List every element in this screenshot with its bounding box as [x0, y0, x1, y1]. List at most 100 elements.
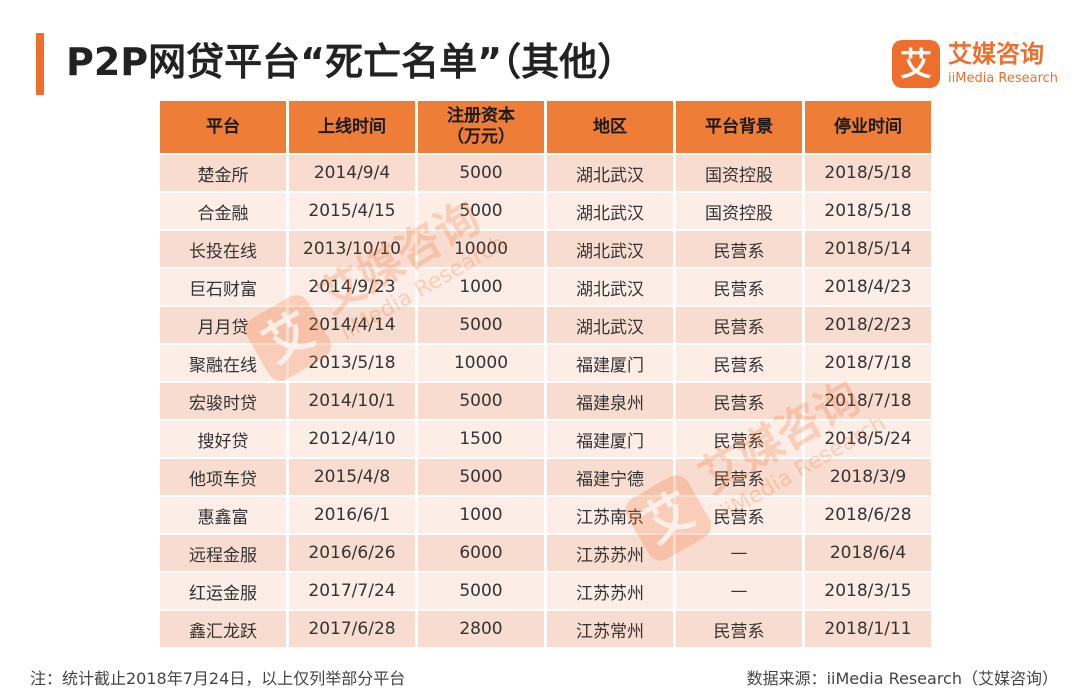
table-cell: 宏骏时贷: [160, 383, 286, 419]
table-cell: 2018/5/24: [805, 421, 931, 457]
table-cell: 5000: [418, 383, 544, 419]
table-cell: 5000: [418, 155, 544, 191]
table-cell: 10000: [418, 345, 544, 381]
table-cell: 1000: [418, 269, 544, 305]
page-title: P2P网贷平台“死亡名单”（其他）: [66, 40, 636, 84]
table-cell: 民营系: [676, 497, 802, 533]
table-cell: 江苏苏州: [547, 573, 673, 609]
table-cell: 楚金所: [160, 155, 286, 191]
table-cell: 5000: [418, 459, 544, 495]
table-cell: 2018/5/14: [805, 231, 931, 267]
table-cell: 2018/1/11: [805, 611, 931, 647]
table-cell: 5000: [418, 307, 544, 343]
table-cell: 福建宁德: [547, 459, 673, 495]
table-row: 楚金所 2014/9/4 5000 湖北武汉 国资控股 2018/5/18: [160, 155, 931, 191]
table-cell: 惠鑫富: [160, 497, 286, 533]
table-row: 他项车贷 2015/4/8 5000 福建宁德 民营系 2018/3/9: [160, 459, 931, 495]
table-cell: 民营系: [676, 611, 802, 647]
table-row: 合金融 2015/4/15 5000 湖北武汉 国资控股 2018/5/18: [160, 193, 931, 229]
table-cell: 民营系: [676, 421, 802, 457]
table-cell: 2016/6/26: [289, 535, 415, 571]
table-cell: 2018/5/18: [805, 155, 931, 191]
table-cell: 2014/9/23: [289, 269, 415, 305]
table-cell: 长投在线: [160, 231, 286, 267]
table-cell: 福建厦门: [547, 421, 673, 457]
table-cell: 湖北武汉: [547, 307, 673, 343]
table-cell: 2800: [418, 611, 544, 647]
table-cell: 搜好贷: [160, 421, 286, 457]
table-cell: 聚融在线: [160, 345, 286, 381]
logo-en-text: iiMedia Research: [948, 71, 1059, 86]
table-cell: 江苏常州: [547, 611, 673, 647]
table-row: 巨石财富 2014/9/23 1000 湖北武汉 民营系 2018/4/23: [160, 269, 931, 305]
table-cell: 月月贷: [160, 307, 286, 343]
table-cell: 民营系: [676, 269, 802, 305]
table-row: 宏骏时贷 2014/10/1 5000 福建泉州 民营系 2018/7/18: [160, 383, 931, 419]
table-cell: 2014/9/4: [289, 155, 415, 191]
table-cell: 江苏南京: [547, 497, 673, 533]
column-header: 平台: [160, 101, 286, 153]
table-cell: 2018/5/18: [805, 193, 931, 229]
table-cell: 民营系: [676, 459, 802, 495]
table-cell: 2018/7/18: [805, 345, 931, 381]
table-cell: 福建泉州: [547, 383, 673, 419]
table-cell: 民营系: [676, 231, 802, 267]
column-header: 地区: [547, 101, 673, 153]
table-row: 搜好贷 2012/4/10 1500 福建厦门 民营系 2018/5/24: [160, 421, 931, 457]
footnote: 注：统计截止2018年7月24日，以上仅列举部分平台: [30, 669, 406, 688]
table-header-row: 平台 上线时间 注册资本 （万元） 地区 平台背景 停业时间: [160, 101, 931, 153]
table-cell: 10000: [418, 231, 544, 267]
table-cell: 2018/2/23: [805, 307, 931, 343]
data-source: 数据来源：iiMedia Research（艾媒咨询）: [746, 669, 1058, 688]
table-cell: 民营系: [676, 307, 802, 343]
table-cell: —: [676, 535, 802, 571]
table-cell: 2018/3/15: [805, 573, 931, 609]
table-cell: 福建厦门: [547, 345, 673, 381]
table-cell: 2014/4/14: [289, 307, 415, 343]
column-header: 注册资本 （万元）: [418, 101, 544, 153]
table-row: 红运金服 2017/7/24 5000 江苏苏州 —2018/3/15: [160, 573, 931, 609]
table-cell: 2015/4/15: [289, 193, 415, 229]
table-cell: 湖北武汉: [547, 231, 673, 267]
table-row: 聚融在线 2013/5/18 10000 福建厦门 民营系 2018/7/18: [160, 345, 931, 381]
table-cell: 鑫汇龙跃: [160, 611, 286, 647]
table-cell: 2017/6/28: [289, 611, 415, 647]
table-row: 惠鑫富 2016/6/1 1000 江苏南京 民营系 2018/6/28: [160, 497, 931, 533]
table-cell: 5000: [418, 193, 544, 229]
brand-logo: 艾 艾媒咨询 iiMedia Research: [892, 40, 1068, 94]
table-row: 远程金服 2016/6/26 6000 江苏苏州 —2018/6/4: [160, 535, 931, 571]
table-cell: 2015/4/8: [289, 459, 415, 495]
table-cell: 6000: [418, 535, 544, 571]
table-cell: 2012/4/10: [289, 421, 415, 457]
table-cell: 1000: [418, 497, 544, 533]
platform-table: 平台 上线时间 注册资本 （万元） 地区 平台背景 停业时间 楚金所 2014/9/4 500…: [157, 99, 934, 649]
table-cell: 民营系: [676, 383, 802, 419]
table-cell: 湖北武汉: [547, 269, 673, 305]
table-cell: 2017/7/24: [289, 573, 415, 609]
table-cell: 巨石财富: [160, 269, 286, 305]
table-cell: 2018/6/4: [805, 535, 931, 571]
title-accent-bar: [36, 33, 44, 95]
table-cell: 国资控股: [676, 193, 802, 229]
table-cell: 2018/6/28: [805, 497, 931, 533]
logo-mark-icon: 艾: [892, 40, 940, 88]
table-row: 鑫汇龙跃 2017/6/28 2800 江苏常州 民营系 2018/1/11: [160, 611, 931, 647]
table-cell: 5000: [418, 573, 544, 609]
table-cell: 1500: [418, 421, 544, 457]
table-body: 楚金所 2014/9/4 5000 湖北武汉 国资控股 2018/5/18 合金融 2015/…: [160, 155, 931, 647]
table-cell: 湖北武汉: [547, 193, 673, 229]
table-cell: 江苏苏州: [547, 535, 673, 571]
table-cell: 红运金服: [160, 573, 286, 609]
table-cell: —: [676, 573, 802, 609]
column-header: 停业时间: [805, 101, 931, 153]
table-cell: 远程金服: [160, 535, 286, 571]
column-header: 平台背景: [676, 101, 802, 153]
table-cell: 湖北武汉: [547, 155, 673, 191]
column-header: 上线时间: [289, 101, 415, 153]
table-cell: 2018/7/18: [805, 383, 931, 419]
table-cell: 2016/6/1: [289, 497, 415, 533]
table-cell: 2018/4/23: [805, 269, 931, 305]
table-row: 月月贷 2014/4/14 5000 湖北武汉 民营系 2018/2/23: [160, 307, 931, 343]
table-cell: 合金融: [160, 193, 286, 229]
table-row: 长投在线 2013/10/10 10000 湖北武汉 民营系 2018/5/14: [160, 231, 931, 267]
